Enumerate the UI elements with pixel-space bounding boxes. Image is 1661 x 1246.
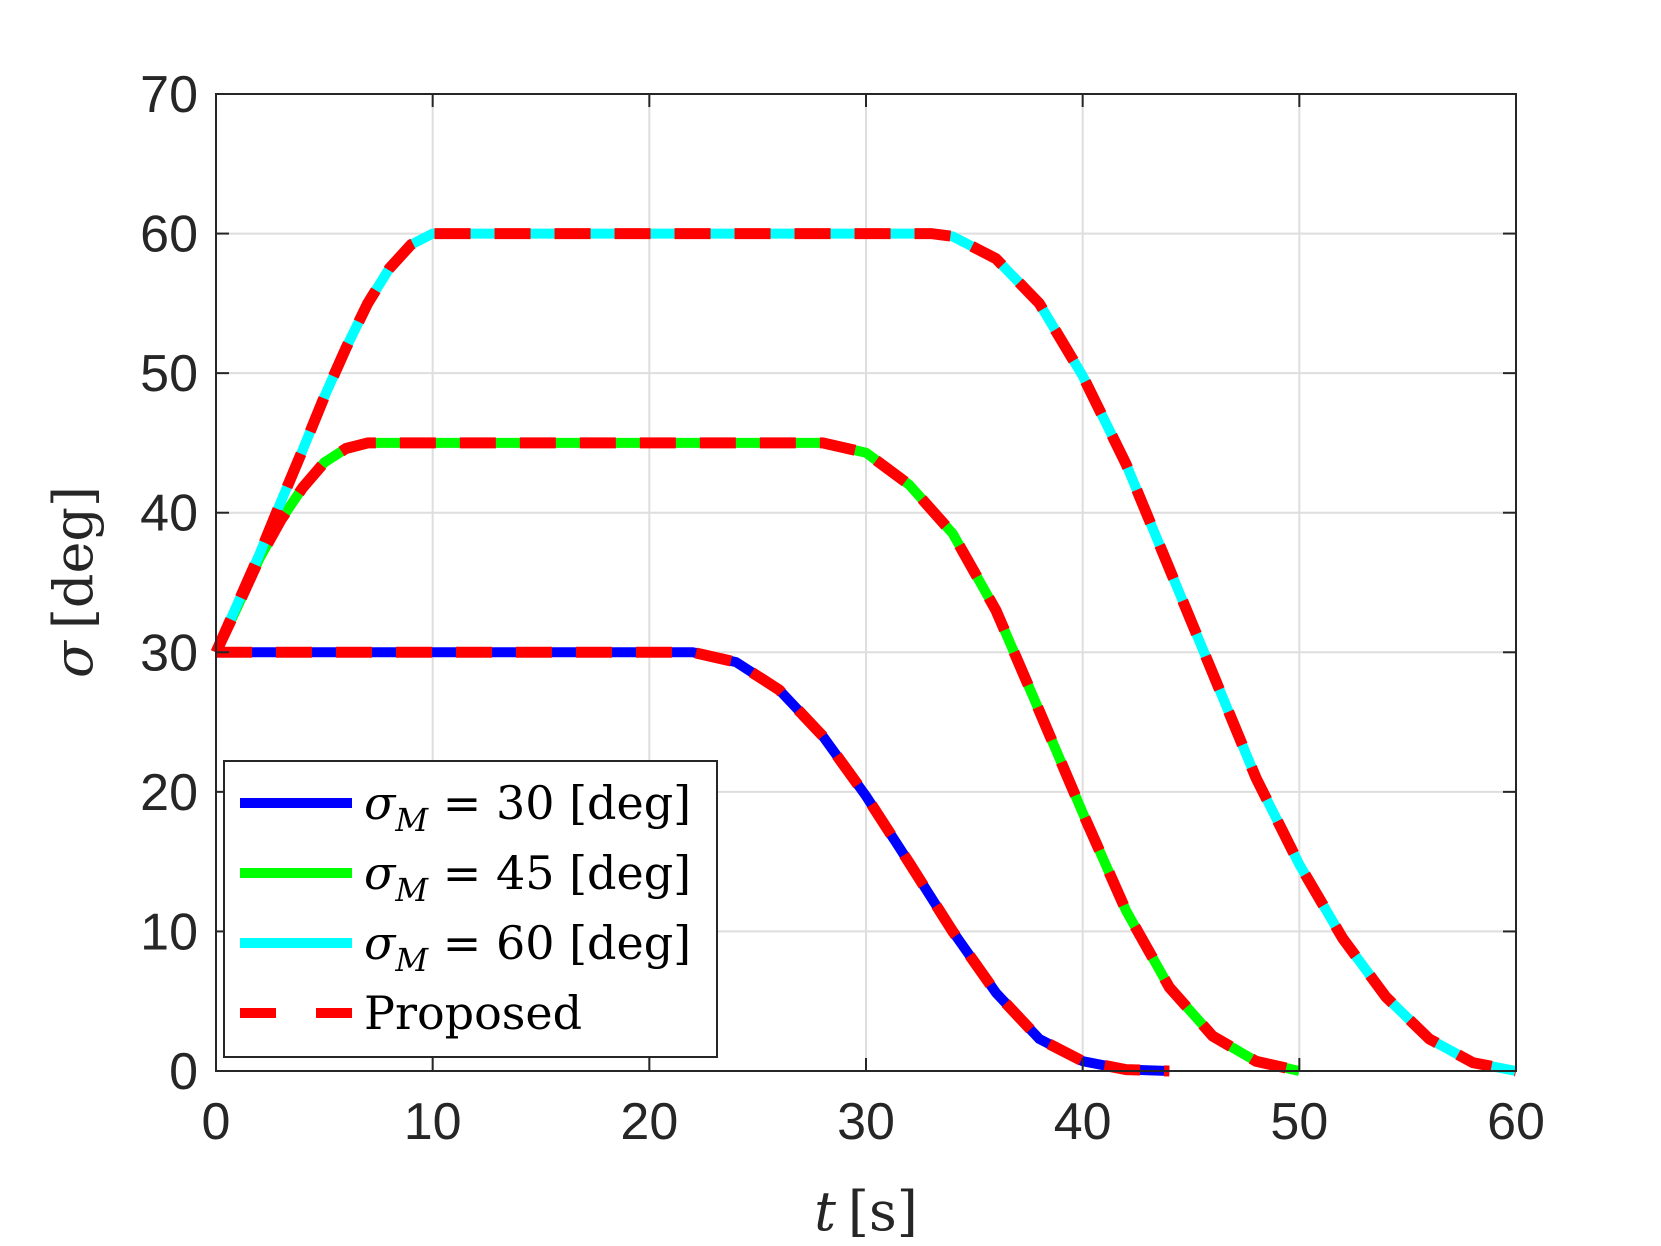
series-lines <box>210 228 1518 1077</box>
x-axis-variable: t <box>814 1180 836 1243</box>
y-tick-label: 50 <box>140 345 198 403</box>
x-tick-label: 50 <box>1270 1093 1328 1151</box>
legend-label-2: σM = 45 [deg] <box>364 846 691 909</box>
series-line-4-2 <box>211 437 1301 1077</box>
legend-label-1: σM = 30 [deg] <box>364 776 691 839</box>
x-axis-title: t [s] <box>814 1180 918 1243</box>
series-line-4-1 <box>216 646 1170 1077</box>
legend: σM = 30 [deg]σM = 45 [deg]σM = 60 [deg]P… <box>223 760 718 1058</box>
legend-rest: Proposed <box>364 986 582 1040</box>
y-tick-label: 70 <box>140 66 198 124</box>
x-axis-unit: [s] <box>848 1180 918 1243</box>
legend-var: σ <box>364 916 397 970</box>
y-axis-title: σ [deg] <box>42 486 105 678</box>
y-axis-variable: σ <box>42 639 105 678</box>
y-tick-label: 30 <box>140 624 198 682</box>
x-tick-label: 40 <box>1054 1093 1112 1151</box>
legend-rest: = 45 [deg] <box>428 846 691 900</box>
legend-subscript: M <box>394 941 429 979</box>
legend-rest: = 60 [deg] <box>428 916 691 970</box>
legend-var: σ <box>364 846 397 900</box>
y-tick-label: 40 <box>140 485 198 543</box>
legend-subscript: M <box>394 801 429 839</box>
y-tick-label: 0 <box>169 1043 198 1101</box>
y-tick-label: 10 <box>140 903 198 961</box>
x-tick-label: 30 <box>837 1093 895 1151</box>
x-tick-label: 60 <box>1487 1093 1545 1151</box>
y-axis-unit: [deg] <box>42 486 105 629</box>
legend-rest: = 30 [deg] <box>428 776 691 830</box>
x-tick-label: 10 <box>404 1093 462 1151</box>
y-tick-label: 20 <box>140 764 198 822</box>
legend-var: σ <box>364 776 397 830</box>
legend-box <box>223 760 718 1058</box>
legend-label-3: σM = 60 [deg] <box>364 916 691 979</box>
series-line-4-3 <box>210 228 1518 1077</box>
legend-subscript: M <box>394 871 429 909</box>
axis-ticks: 0 10 20 30 40 50 60 0 10 20 30 40 50 60 70 <box>140 66 1545 1151</box>
x-tick-label: 20 <box>620 1093 678 1151</box>
legend-label-4: Proposed <box>364 986 582 1040</box>
x-tick-label: 0 <box>202 1093 231 1151</box>
y-tick-label: 60 <box>140 206 198 264</box>
